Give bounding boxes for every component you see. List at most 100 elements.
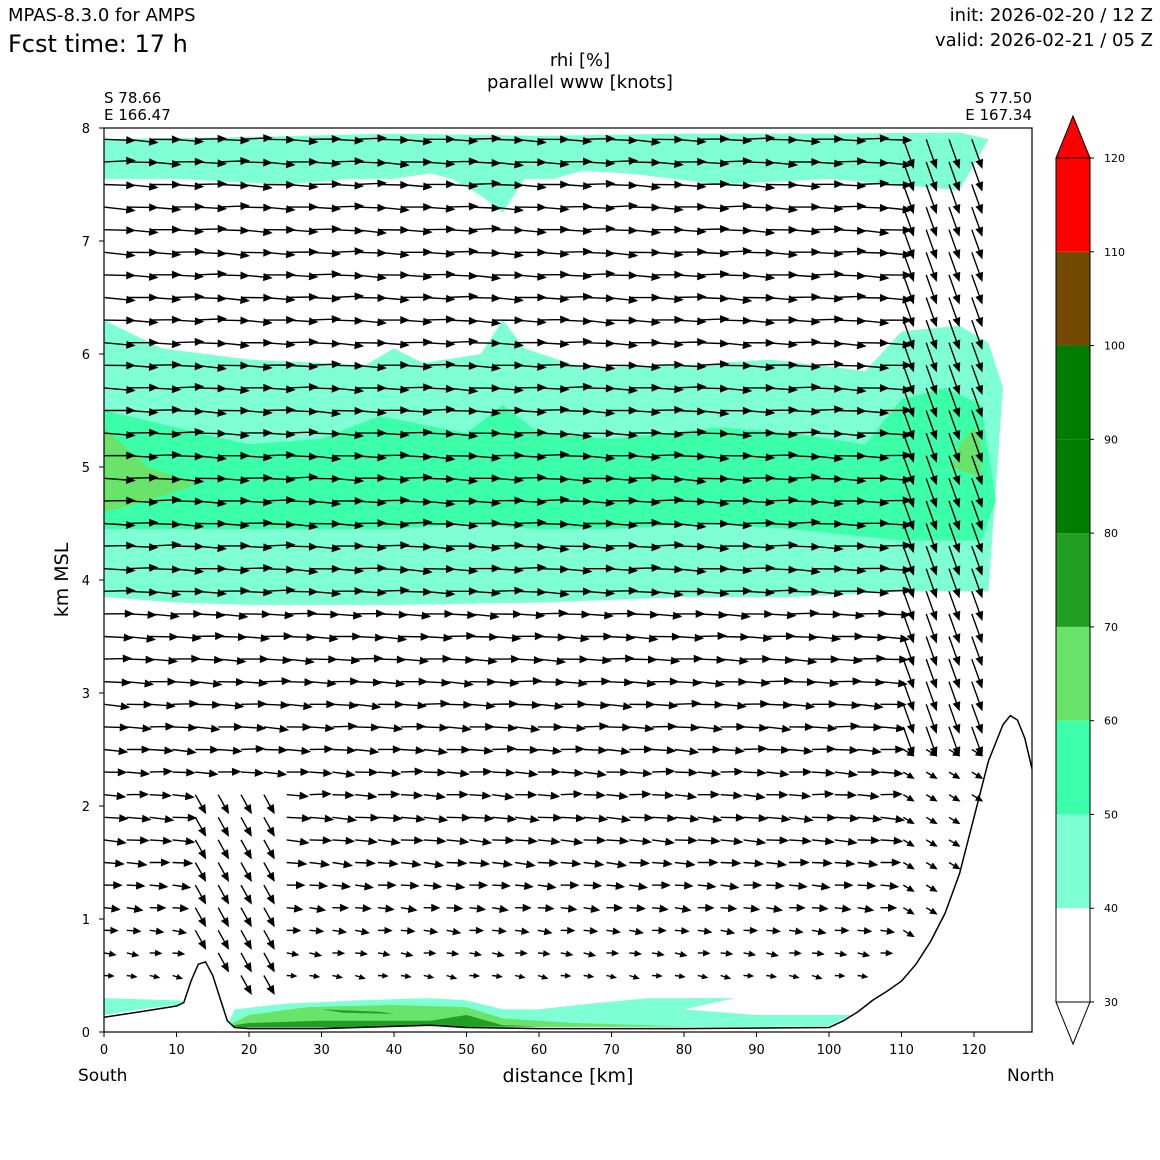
- wind-arrow-215: [218, 340, 250, 349]
- wind-arrow-961: [674, 654, 704, 663]
- wind-arrow-195: [217, 794, 230, 815]
- wind-arrow-1328: [902, 884, 915, 892]
- wind-arrow-1111: [766, 700, 793, 710]
- wind-arrow-1035: [720, 701, 747, 710]
- wind-arrow-93: [149, 589, 182, 598]
- wind-arrow-591: [446, 431, 479, 440]
- wind-arrow-14: [103, 654, 133, 663]
- wind-arrow-1263: [857, 702, 884, 711]
- wind-arrow-270: [263, 816, 275, 837]
- wind-arrow-1419: [948, 365, 961, 395]
- wind-arrow-154: [194, 884, 207, 905]
- wind-arrow-272: [263, 769, 288, 778]
- wind-arrow-1233: [834, 521, 867, 530]
- direction-north-label: North: [1007, 1066, 1055, 1086]
- wind-arrow-645: [492, 927, 507, 935]
- wind-arrow-258: [240, 227, 273, 237]
- wind-arrow-397: [332, 521, 365, 530]
- wind-arrow-1227: [834, 656, 864, 665]
- wind-arrow-304: [286, 904, 304, 913]
- colorbar-segment: [1056, 439, 1090, 534]
- wind-arrow-865: [606, 250, 639, 259]
- wind-arrow-1025: [720, 927, 736, 936]
- y-tick-label: 0: [82, 1026, 90, 1041]
- wind-arrow-462: [377, 769, 402, 778]
- wind-arrow-1150: [789, 678, 817, 687]
- wind-arrow-1307: [880, 541, 913, 550]
- wind-arrow-90: [149, 656, 178, 665]
- wind-arrow-385: [332, 791, 355, 800]
- wind-arrow-1194: [811, 544, 844, 553]
- wind-arrow-1071: [743, 744, 768, 753]
- wind-arrow-1139: [789, 927, 804, 935]
- wind-arrow-1088: [743, 363, 776, 372]
- wind-arrow-1143: [789, 836, 812, 845]
- wind-arrow-716: [515, 182, 547, 191]
- wind-arrow-118: [172, 882, 192, 891]
- wind-arrow-1219: [834, 837, 858, 846]
- colorbar-segment: [1056, 908, 1090, 1002]
- wind-arrow-577: [446, 745, 471, 754]
- wind-arrow-539: [423, 747, 448, 756]
- wind-arrow-1226: [834, 677, 863, 686]
- wind-arrow-649: [492, 836, 515, 845]
- wind-arrow-861: [606, 340, 639, 349]
- wind-arrow-987: [697, 927, 713, 935]
- wind-arrow-314: [286, 678, 314, 687]
- wind-arrow-26: [103, 385, 136, 394]
- wind-arrow-1284: [857, 228, 890, 237]
- wind-arrow-929: [652, 520, 684, 529]
- x-tick-label: 120: [962, 1043, 987, 1058]
- wind-arrow-581: [446, 655, 475, 664]
- wind-arrow-1015: [697, 294, 730, 303]
- colorbar-tick-label: 30: [1104, 996, 1118, 1009]
- terrain-outline: [103, 714, 1033, 1030]
- wind-arrow-1264: [857, 678, 885, 687]
- wind-arrow-487: [377, 205, 410, 214]
- wind-arrow-954: [674, 814, 700, 823]
- wind-arrow-723: [537, 882, 557, 891]
- wind-arrow-589: [446, 476, 479, 485]
- wind-arrow-88: [149, 701, 176, 710]
- wind-arrow-758: [560, 950, 574, 958]
- wind-arrow-1086: [743, 408, 776, 417]
- wind-arrow-994: [697, 769, 722, 778]
- wind-arrow-755: [537, 159, 570, 168]
- wind-arrow-500: [400, 767, 425, 776]
- wind-arrow-55: [126, 588, 159, 597]
- wind-arrow-1393: [925, 206, 938, 237]
- wind-arrow-1096: [743, 182, 776, 192]
- wind-arrow-180: [195, 294, 228, 303]
- wind-arrow-956: [674, 768, 699, 777]
- wind-arrow-533: [423, 881, 443, 890]
- wind-arrow-1222: [834, 769, 859, 778]
- wind-arrow-875: [629, 882, 649, 891]
- wind-arrow-1028: [720, 858, 742, 868]
- wind-arrow-626: [469, 498, 502, 507]
- wind-arrow-189: [217, 929, 230, 950]
- wind-arrow-1361: [902, 139, 915, 169]
- x-axis-ticks: 0 10 20 30 40 50 60 70 80 90 100 110 120: [100, 1032, 987, 1058]
- wind-arrow-426: [355, 723, 381, 732]
- wind-arrow-923: [652, 656, 681, 665]
- wind-arrow-42: [126, 881, 146, 890]
- wind-arrow-160: [195, 745, 220, 754]
- wind-arrow-254: [240, 318, 273, 327]
- rhi-region-5: [104, 998, 184, 1015]
- wind-arrow-991: [697, 836, 721, 845]
- wind-arrow-405: [332, 341, 365, 350]
- wind-arrow-1300: [880, 700, 907, 709]
- wind-arrow-1004: [697, 544, 730, 553]
- wind-arrow-399: [332, 476, 365, 485]
- wind-arrow-1176: [811, 950, 825, 957]
- wind-arrow-646: [492, 904, 509, 913]
- wind-arrow-613: [469, 791, 492, 800]
- wind-arrow-685: [515, 881, 534, 890]
- wind-arrow-1241: [834, 341, 867, 350]
- wind-arrow-1261: [857, 746, 882, 756]
- wind-arrow-202: [218, 633, 248, 642]
- wind-vector-layer: [103, 134, 984, 996]
- wind-arrow-1141: [789, 881, 808, 890]
- wind-arrow-126: [172, 699, 199, 708]
- wind-arrow-532: [423, 903, 441, 912]
